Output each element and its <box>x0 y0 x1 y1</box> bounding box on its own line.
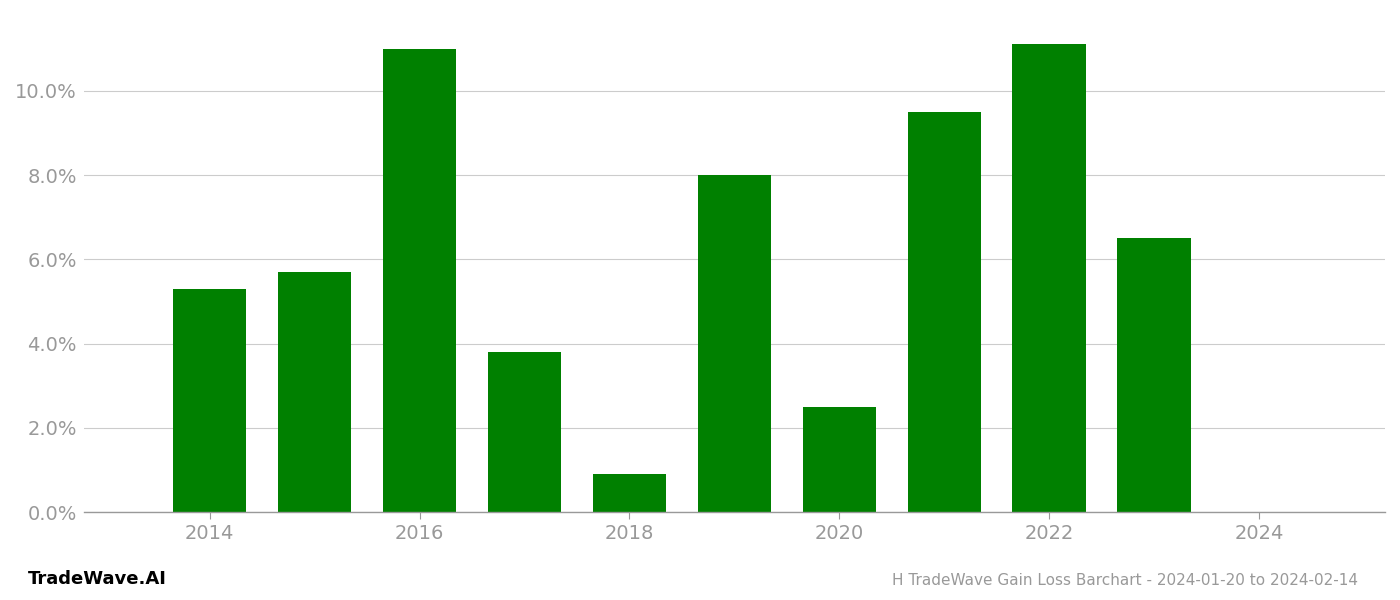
Text: H TradeWave Gain Loss Barchart - 2024-01-20 to 2024-02-14: H TradeWave Gain Loss Barchart - 2024-01… <box>892 573 1358 588</box>
Bar <box>592 474 666 512</box>
Bar <box>382 49 456 512</box>
Bar <box>277 272 351 512</box>
Bar <box>1012 44 1086 512</box>
Bar <box>487 352 561 512</box>
Bar <box>172 289 246 512</box>
Bar <box>907 112 981 512</box>
Bar <box>1117 238 1191 512</box>
Bar <box>697 175 771 512</box>
Bar <box>802 407 876 512</box>
Text: TradeWave.AI: TradeWave.AI <box>28 570 167 588</box>
